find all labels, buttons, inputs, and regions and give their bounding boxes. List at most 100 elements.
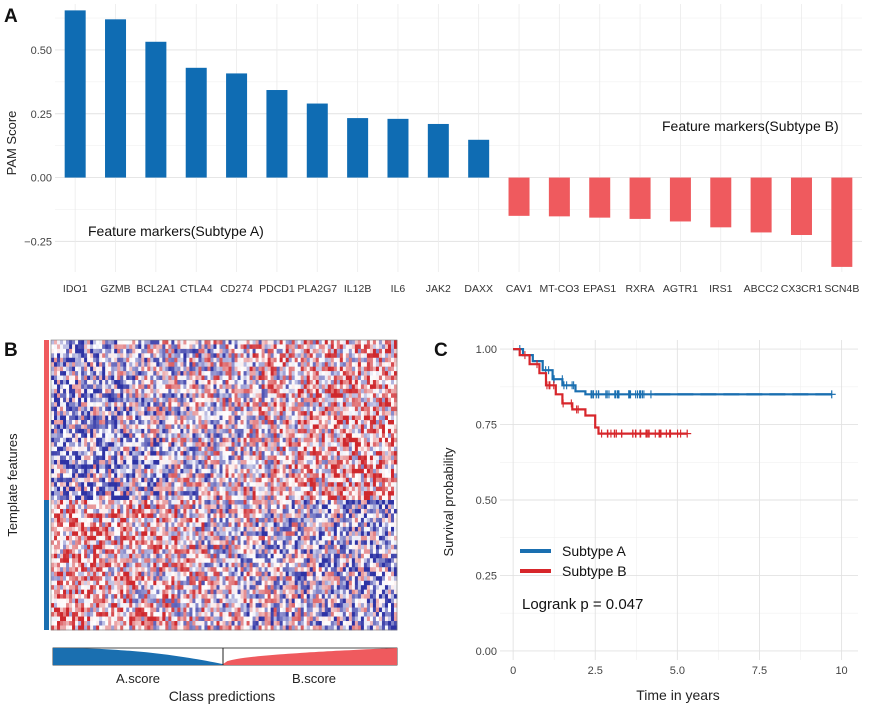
heatmap-cell (81, 393, 85, 399)
heatmap-cell (351, 411, 356, 416)
heatmap-cell (105, 517, 109, 523)
heatmap-cell (162, 406, 166, 412)
heatmap-cell (120, 513, 124, 519)
heatmap-cell (126, 433, 130, 439)
heatmap-cell (384, 508, 389, 514)
heatmap-cell (267, 522, 271, 528)
heatmap-cell (339, 451, 344, 456)
heatmap-cell (336, 504, 341, 510)
heatmap-cell (162, 522, 166, 528)
heatmap-cell (156, 500, 160, 505)
heatmap-cell (294, 464, 299, 470)
heatmap-cell (288, 348, 292, 354)
heatmap-cell (108, 397, 112, 403)
heatmap-cell (207, 513, 211, 519)
heatmap-cell (171, 513, 175, 519)
heatmap-cell (156, 366, 160, 372)
heatmap-cell (84, 380, 88, 385)
heatmap-cell (264, 451, 268, 456)
heatmap-cell (258, 375, 262, 381)
heatmap-cell (117, 504, 121, 510)
heatmap-cell (393, 366, 398, 372)
heatmap-cell (75, 442, 79, 447)
heatmap-cell (189, 357, 193, 363)
heatmap-cell (189, 500, 193, 505)
heatmap-cell (237, 344, 241, 350)
heatmap-cell (339, 495, 344, 501)
heatmap-cell (93, 486, 97, 492)
heatmap-cell (375, 513, 380, 519)
heatmap-cell (336, 344, 341, 350)
heatmap-cell (285, 397, 289, 403)
heatmap-cell (135, 473, 139, 479)
heatmap-cell (198, 402, 202, 407)
heatmap-cell (315, 384, 320, 390)
heatmap-cell (186, 340, 190, 345)
heatmap-cell (129, 344, 133, 350)
heatmap-cell (312, 486, 317, 492)
heatmap-cell (360, 451, 365, 456)
heatmap-cell (75, 455, 79, 461)
heatmap-cell (333, 433, 338, 439)
heatmap-cell (237, 420, 241, 425)
heatmap-cell (276, 362, 280, 367)
heatmap-cell (294, 411, 299, 416)
heatmap-cell (126, 477, 130, 483)
heatmap-cell (66, 415, 70, 421)
heatmap-cell (357, 366, 362, 372)
heatmap-cell (336, 477, 341, 483)
heatmap-cell (57, 437, 61, 443)
heatmap-cell (345, 371, 350, 376)
heatmap-cell (312, 504, 317, 510)
heatmap-cell (363, 526, 368, 532)
heatmap-cell (318, 522, 323, 528)
heatmap-cell (96, 393, 100, 399)
heatmap-cell (51, 348, 55, 354)
heatmap-cell (336, 460, 341, 465)
heatmap-cell (273, 486, 277, 492)
heatmap-cell (213, 388, 217, 394)
heatmap-cell (162, 486, 166, 492)
heatmap-cell (321, 482, 326, 487)
heatmap-cell (156, 482, 160, 487)
heatmap-cell (141, 380, 145, 385)
heatmap-cell (303, 406, 308, 412)
heatmap-cell (246, 508, 250, 514)
heatmap-cell (381, 526, 386, 532)
heatmap-cell (384, 482, 389, 487)
heatmap-cell (225, 477, 229, 483)
heatmap-cell (183, 513, 187, 519)
heatmap-cell (63, 411, 67, 416)
heatmap-cell (153, 513, 157, 519)
heatmap-cell (312, 388, 317, 394)
heatmap-cell (228, 437, 232, 443)
heatmap-cell (102, 468, 106, 474)
heatmap-cell (243, 455, 247, 461)
heatmap-cell (219, 491, 223, 496)
heatmap-cell (96, 442, 100, 447)
heatmap-cell (60, 348, 64, 354)
heatmap-cell (135, 464, 139, 470)
heatmap-cell (285, 393, 289, 399)
heatmap-cell (123, 464, 127, 470)
heatmap-cell (330, 517, 335, 523)
heatmap-cell (78, 504, 82, 510)
heatmap-cell (165, 411, 169, 416)
heatmap-cell (354, 415, 359, 421)
heatmap-cell (348, 402, 353, 407)
heatmap-cell (90, 473, 94, 479)
heatmap-cell (327, 437, 332, 443)
heatmap-cell (342, 397, 347, 403)
heatmap-cell (258, 397, 262, 403)
heatmap-cell (303, 442, 308, 447)
heatmap-cell (327, 451, 332, 456)
heatmap-cell (198, 455, 202, 461)
heatmap-cell (315, 491, 320, 496)
heatmap-cell (204, 348, 208, 354)
heatmap-cell (75, 393, 79, 399)
heatmap-cell (159, 477, 163, 483)
heatmap-cell (363, 375, 368, 381)
heatmap-cell (249, 473, 253, 479)
heatmap-cell (372, 406, 377, 412)
heatmap-cell (75, 451, 79, 456)
